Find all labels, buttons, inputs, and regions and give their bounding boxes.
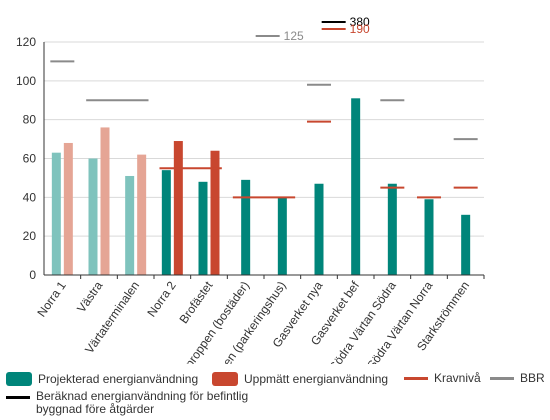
bar-projected xyxy=(424,199,434,275)
bar-measured xyxy=(210,150,220,275)
offscale-label-bbr: 125 xyxy=(284,29,304,43)
bar-measured xyxy=(137,154,147,275)
grid-lines xyxy=(44,41,484,237)
x-tick-label: Norra 1 xyxy=(34,278,69,319)
legend-item-before: Beräknad energianvändning för befintlig … xyxy=(6,390,266,416)
bar-projected xyxy=(198,181,208,275)
bar-projected xyxy=(88,158,98,275)
bar-projected xyxy=(351,98,361,275)
y-tick-label: 40 xyxy=(23,190,37,204)
bar-measured xyxy=(63,142,73,275)
legend-item-measured: Uppmätt energianvändning xyxy=(212,372,388,386)
y-axis-ticks: 0 20 40 60 80 100 120 xyxy=(16,35,36,282)
x-tick-label: Norra 2 xyxy=(144,278,179,319)
bar-projected xyxy=(461,214,471,275)
legend-label-measured: Uppmätt energianvändning xyxy=(244,371,389,386)
bar-measured xyxy=(173,141,183,275)
legend-line-before xyxy=(6,396,30,399)
legend-label-krav: Kravnivå xyxy=(434,371,481,385)
x-tick-label: Brofästet xyxy=(176,278,215,326)
bars xyxy=(51,98,471,275)
x-tick-label: Västra xyxy=(74,278,106,315)
offscale-label-before: 380 xyxy=(350,15,370,29)
legend-swatch-projected xyxy=(6,372,32,386)
bar-projected xyxy=(161,170,171,275)
legend-item-bbr: BBR xyxy=(490,372,545,385)
bar-projected xyxy=(314,183,324,275)
legend-line-bbr xyxy=(490,377,514,380)
legend-swatch-measured xyxy=(212,372,238,386)
legend-line-krav xyxy=(404,377,428,380)
bar-projected xyxy=(387,183,397,275)
bar-projected xyxy=(125,175,135,275)
y-tick-label: 20 xyxy=(23,229,37,243)
reference-lines xyxy=(50,60,478,199)
legend-label-projected: Projekterad energianvändning xyxy=(38,371,199,386)
y-tick-label: 120 xyxy=(16,35,36,49)
bar-projected xyxy=(241,179,251,275)
legend: Projekterad energianvändning Uppmätt ene… xyxy=(0,364,550,420)
bar-projected xyxy=(51,152,61,275)
bar-measured xyxy=(100,127,110,275)
legend-label-before: Beräknad energianvändning för befintlig … xyxy=(36,389,249,416)
bar-projected xyxy=(277,197,287,275)
y-tick-label: 80 xyxy=(23,113,37,127)
legend-label-bbr: BBR xyxy=(520,371,545,385)
legend-item-projected: Projekterad energianvändning xyxy=(6,372,198,386)
y-tick-label: 60 xyxy=(23,152,37,166)
y-tick-label: 0 xyxy=(29,268,36,282)
y-tick-label: 100 xyxy=(16,74,36,88)
offscale-label-krav: 190 xyxy=(350,22,370,36)
legend-item-krav: Kravnivå xyxy=(404,372,481,385)
